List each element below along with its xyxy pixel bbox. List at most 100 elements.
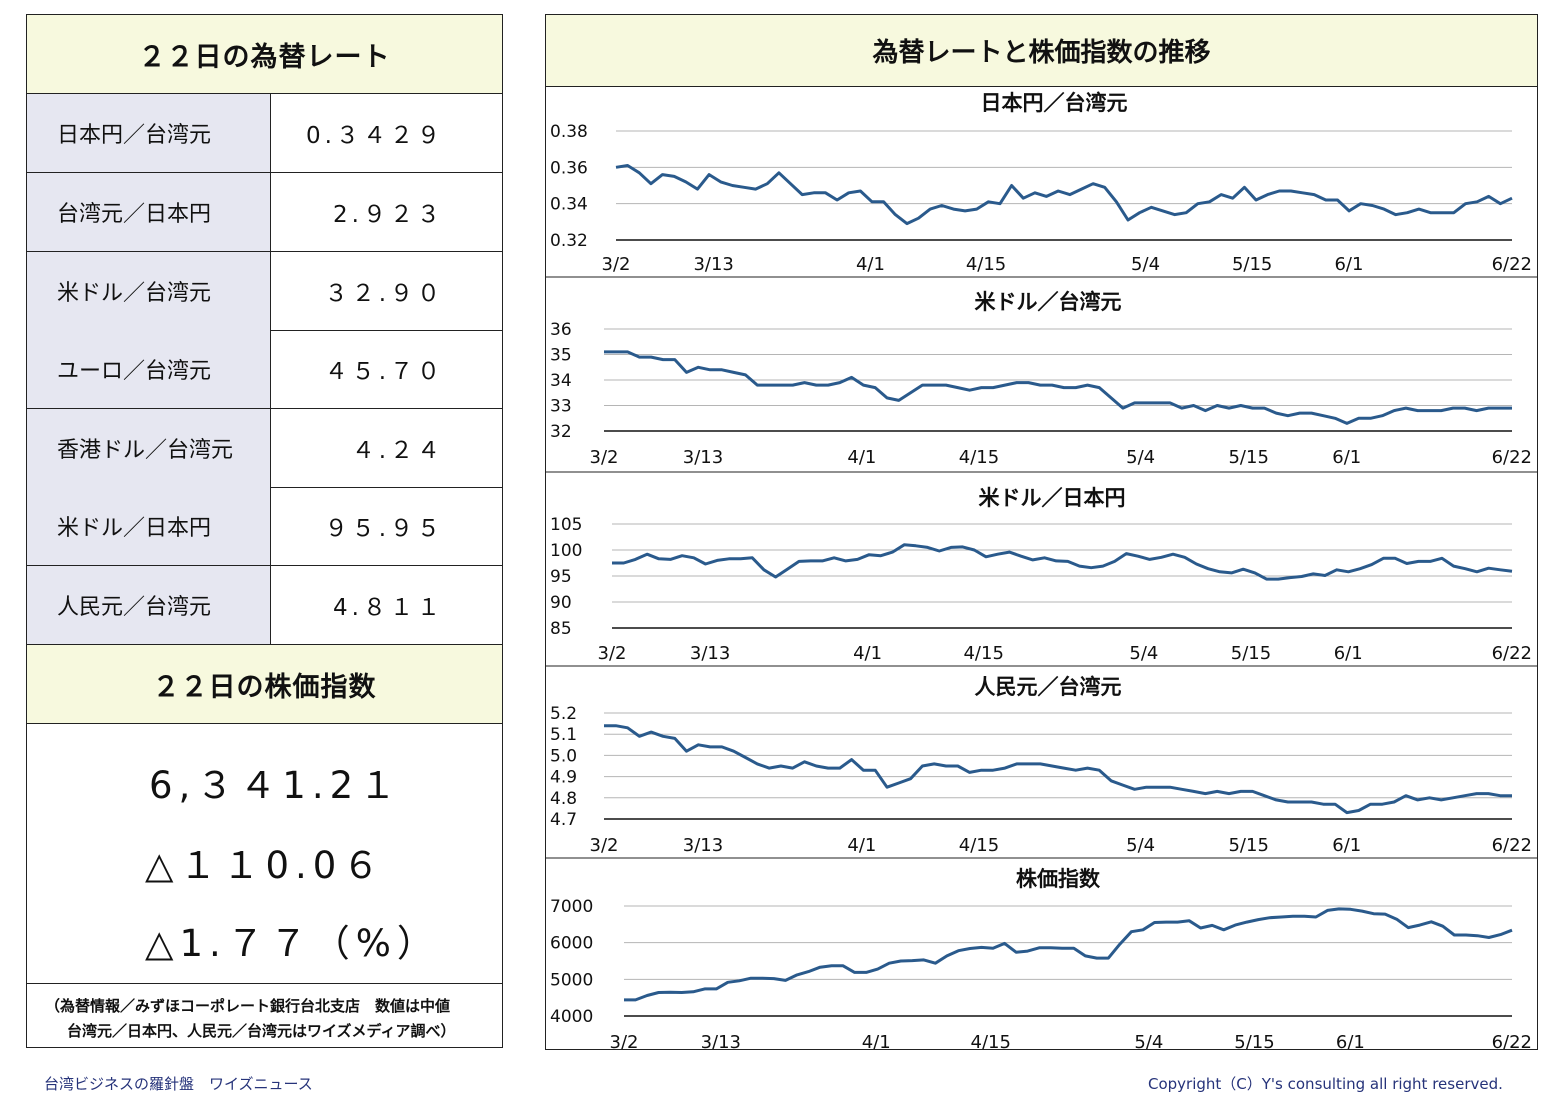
- x-tick-label: 6/22: [1492, 643, 1532, 664]
- x-tick-label: 5/4: [1134, 1032, 1163, 1049]
- x-tick-label: 3/2: [598, 643, 627, 664]
- rate-row: 米ドル／台湾元 ３２.９０: [27, 252, 502, 331]
- rate-row: 人民元／台湾元 4.８１１: [27, 566, 502, 645]
- y-tick-label: 5.2: [550, 704, 577, 724]
- y-tick-label: 4.7: [550, 810, 577, 830]
- x-tick-label: 6/22: [1492, 254, 1532, 275]
- x-tick-label: 6/22: [1492, 1032, 1532, 1049]
- rate-value: ４５.７０: [324, 359, 444, 385]
- x-tick-label: 3/2: [590, 447, 619, 468]
- rate-row: 米ドル／日本円 ９５.９５: [27, 487, 502, 566]
- x-tick-label: 3/2: [590, 835, 619, 856]
- x-tick-label: 3/13: [683, 447, 723, 468]
- x-tick-label: 4/15: [959, 447, 999, 468]
- rate-row: ユーロ／台湾元 ４５.７０: [27, 330, 502, 409]
- x-tick-label: 4/15: [966, 254, 1006, 275]
- rate-value: ９５.９５: [324, 516, 444, 542]
- rate-value: 4.８１１: [333, 595, 444, 621]
- x-tick-label: 4/1: [847, 447, 876, 468]
- y-tick-label: 33: [550, 397, 572, 417]
- x-tick-label: 3/2: [602, 254, 631, 275]
- y-tick-label: 85: [550, 619, 572, 639]
- x-tick-label: 5/4: [1129, 643, 1158, 664]
- x-tick-label: 5/15: [1231, 643, 1271, 664]
- x-tick-label: 4/15: [959, 835, 999, 856]
- x-tick-label: 5/15: [1228, 447, 1268, 468]
- x-tick-label: 5/15: [1228, 835, 1268, 856]
- footer-copyright: Copyright（C）Y's consulting all right res…: [1148, 1075, 1503, 1093]
- x-tick-label: 5/4: [1126, 447, 1155, 468]
- rate-label: 米ドル／日本円: [27, 487, 271, 565]
- x-tick-label: 6/1: [1332, 835, 1361, 856]
- y-tick-label: 0.38: [550, 122, 588, 142]
- stock-value: 6,３４1.2１: [149, 764, 403, 807]
- charts-svg: 日本円／台湾元 0.38 0.36 0.34 0.32 3/2 3/13 4/1 4/15 5/4…: [546, 91, 1537, 1049]
- y-tick-label: 100: [550, 541, 582, 561]
- y-tick-label: 35: [550, 346, 572, 366]
- x-tick-label: 4/1: [853, 643, 882, 664]
- y-tick-label: 5.0: [550, 746, 577, 766]
- rate-value: ４.２４: [351, 438, 444, 464]
- source-note: （為替情報／みずほコーポレート銀行台北支店 数値は中値 台湾元／日本円、人民元／…: [27, 983, 502, 1044]
- rate-label: 米ドル／台湾元: [27, 252, 271, 330]
- stock-change-percent: △1.７７（%）: [145, 922, 440, 965]
- y-tick-label: 36: [550, 320, 572, 340]
- series-line: [624, 907, 1513, 1002]
- y-tick-label: 34: [550, 371, 572, 391]
- rate-label: 人民元／台湾元: [27, 566, 271, 644]
- series-line: [604, 350, 1512, 425]
- y-tick-label: 105: [550, 515, 582, 535]
- y-tick-label: 5.1: [550, 725, 577, 745]
- y-tick-label: 6000: [550, 934, 593, 954]
- y-tick-label: 4000: [550, 1007, 593, 1027]
- x-tick-label: 3/13: [693, 254, 733, 275]
- y-tick-label: 95: [550, 567, 572, 587]
- rate-label: 台湾元／日本円: [27, 173, 271, 251]
- charts-title: 為替レートと株価指数の推移: [546, 15, 1537, 87]
- x-tick-label: 4/1: [856, 254, 885, 275]
- x-tick-label: 3/13: [683, 835, 723, 856]
- rate-label: 香港ドル／台湾元: [27, 409, 271, 487]
- x-tick-label: 5/4: [1126, 835, 1155, 856]
- chart-title: 株価指数: [1016, 867, 1101, 891]
- rate-title: ２２日の為替レート: [27, 15, 502, 94]
- x-tick-label: 3/13: [690, 643, 730, 664]
- x-tick-label: 5/15: [1234, 1032, 1274, 1049]
- y-tick-label: 0.32: [550, 231, 588, 251]
- rate-row: 日本円／台湾元 0.３４２９: [27, 94, 502, 173]
- x-tick-label: 6/22: [1492, 447, 1532, 468]
- source-line: 台湾元／日本円、人民元／台湾元はワイズメディア調べ）: [67, 1022, 456, 1040]
- rate-label: 日本円／台湾元: [27, 94, 271, 172]
- footer-brand: 台湾ビジネスの羅針盤 ワイズニュース: [44, 1075, 313, 1093]
- stock-change: △１１0.0６: [145, 844, 386, 887]
- x-tick-label: 6/1: [1334, 254, 1363, 275]
- rate-label: ユーロ／台湾元: [27, 330, 271, 408]
- x-tick-label: 3/13: [701, 1032, 741, 1049]
- rates-panel: ２２日の為替レート 日本円／台湾元 0.３４２９ 台湾元／日本円 2.９２３ 米…: [26, 14, 503, 1048]
- x-tick-label: 4/15: [963, 643, 1003, 664]
- stock-title: ２２日の株価指数: [27, 645, 502, 724]
- x-tick-label: 6/1: [1332, 447, 1361, 468]
- chart-title: 日本円／台湾元: [981, 91, 1128, 115]
- y-tick-label: 32: [550, 422, 572, 442]
- series-line: [604, 724, 1512, 815]
- source-line: （為替情報／みずほコーポレート銀行台北支店 数値は中値: [45, 997, 451, 1015]
- y-tick-label: 7000: [550, 897, 593, 917]
- chart-title: 米ドル／台湾元: [975, 290, 1122, 314]
- charts-panel: 為替レートと株価指数の推移 日本円／台湾元 0.38 0.36 0.34 0.32 3/2…: [545, 14, 1538, 1050]
- x-tick-label: 5/4: [1131, 254, 1160, 275]
- chart-title: 人民元／台湾元: [975, 675, 1122, 699]
- x-tick-label: 4/1: [847, 835, 876, 856]
- rate-row: 台湾元／日本円 2.９２３: [27, 173, 502, 252]
- y-tick-label: 90: [550, 593, 572, 613]
- series-line: [615, 164, 1513, 226]
- y-tick-label: 4.8: [550, 789, 577, 809]
- y-tick-label: 5000: [550, 970, 593, 990]
- y-tick-label: 4.9: [550, 768, 577, 788]
- x-tick-label: 4/1: [862, 1032, 891, 1049]
- x-tick-label: 5/15: [1232, 254, 1272, 275]
- y-tick-label: 0.36: [550, 158, 588, 178]
- chart-title: 米ドル／日本円: [979, 486, 1126, 510]
- series-line: [612, 543, 1513, 581]
- y-tick-label: 0.34: [550, 195, 588, 215]
